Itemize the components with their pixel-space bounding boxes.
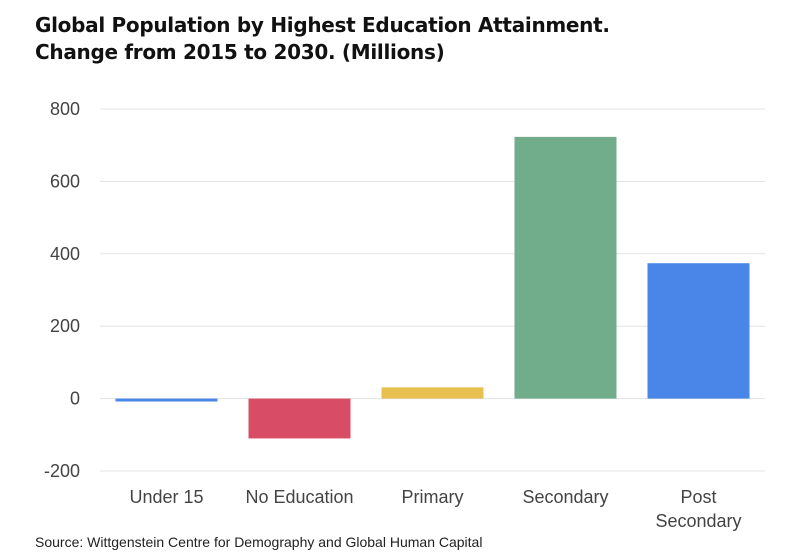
bars — [115, 136, 750, 439]
bar — [381, 387, 484, 399]
x-tick-label: Post Secondary — [655, 487, 741, 531]
x-tick-label: Under 15 — [129, 487, 203, 507]
x-tick-label-line: No Education — [245, 487, 353, 507]
chart-title-line-2: Change from 2015 to 2030. (Millions) — [35, 40, 445, 64]
y-tick-label: 400 — [50, 244, 80, 264]
x-tick-label-line: Secondary — [655, 511, 741, 531]
y-tick-label: 600 — [50, 171, 80, 191]
x-tick-label-line: Post — [680, 487, 716, 507]
bar — [248, 398, 351, 439]
bar — [514, 136, 617, 399]
x-axis-tick-labels: Under 15 No Education Primary Secondary Post… — [129, 487, 741, 531]
chart-title: Global Population by Highest Education A… — [35, 12, 610, 66]
x-tick-label-line: Under 15 — [129, 487, 203, 507]
chart-title-line-1: Global Population by Highest Education A… — [35, 13, 610, 37]
x-tick-label-line: Secondary — [522, 487, 608, 507]
source-note: Source: Wittgenstein Centre for Demograp… — [35, 534, 483, 550]
x-tick-label: Primary — [402, 487, 464, 507]
y-tick-label: 0 — [70, 389, 80, 409]
y-tick-label: 800 — [50, 99, 80, 119]
bar-chart: -200 0 200 400 600 800 Under 15 No Education Pr… — [44, 99, 765, 531]
x-tick-label: Secondary — [522, 487, 608, 507]
bar — [647, 263, 750, 399]
x-tick-label: No Education — [245, 487, 353, 507]
x-tick-label-line: Primary — [402, 487, 464, 507]
y-tick-label: -200 — [44, 461, 80, 481]
bar — [115, 398, 218, 402]
y-axis-tick-labels: -200 0 200 400 600 800 — [44, 99, 80, 481]
y-tick-label: 200 — [50, 316, 80, 336]
